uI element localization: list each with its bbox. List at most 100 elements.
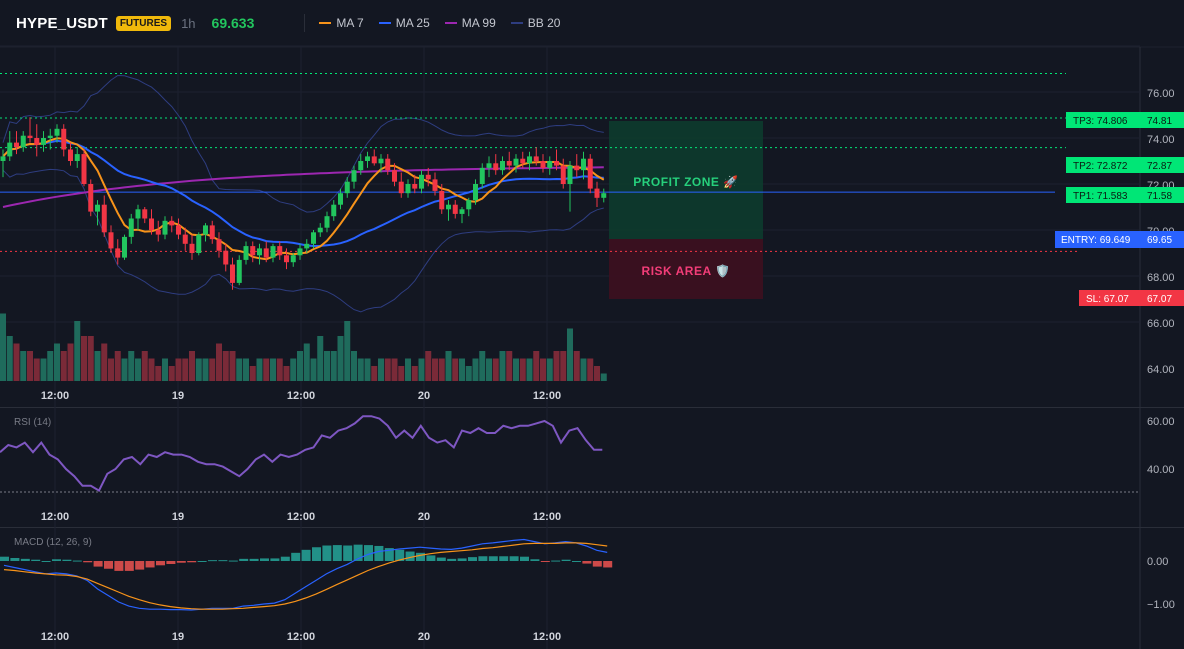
macd-histogram-bar xyxy=(187,561,197,563)
legend-item-ma99[interactable]: MA 99 xyxy=(444,16,496,30)
macd-histogram-bar xyxy=(488,556,498,561)
price-tick: 66.00 xyxy=(1147,318,1175,330)
candle-body xyxy=(176,225,181,235)
volume-bar xyxy=(580,358,587,381)
macd-histogram-bar xyxy=(551,560,561,562)
volume-bar xyxy=(587,358,594,381)
candle-body xyxy=(257,248,262,256)
volume-bar xyxy=(479,351,486,381)
macd-histogram-bar xyxy=(83,561,93,563)
candle-body xyxy=(203,225,208,235)
candle-body xyxy=(284,255,289,263)
volume-bar xyxy=(6,336,13,381)
timeframe[interactable]: 1h xyxy=(181,15,196,31)
volume-bar xyxy=(600,373,607,381)
candle-body xyxy=(554,161,559,166)
macd-histogram-bar xyxy=(520,556,529,561)
volume-bar xyxy=(506,351,513,381)
candle-body xyxy=(142,209,148,219)
volume-bar xyxy=(391,358,398,381)
volume-bar xyxy=(405,358,411,381)
macd-histogram-bar xyxy=(249,558,259,561)
legend-item-bb20[interactable]: BB 20 xyxy=(510,16,560,30)
candle-body xyxy=(27,135,33,138)
time-label: 12:00 xyxy=(533,511,561,523)
sl-tag-label: SL: 67.07 xyxy=(1086,294,1129,305)
candle-body xyxy=(182,234,188,244)
candle-body xyxy=(162,220,168,235)
macd-histogram-bar xyxy=(603,561,613,568)
candle-body xyxy=(236,259,242,283)
volume-bar xyxy=(175,358,182,381)
candle-body xyxy=(304,243,310,249)
candle-body xyxy=(95,204,100,212)
candle-body xyxy=(432,179,438,191)
candle-body xyxy=(405,184,411,194)
macd-histogram-bar xyxy=(0,556,9,561)
profit-zone-label: PROFIT ZONE 🚀 xyxy=(633,175,738,189)
macd-tick: 0.00 xyxy=(1147,556,1168,568)
candle-body xyxy=(493,163,499,171)
volume-bar xyxy=(418,358,425,381)
legend-item-ma7[interactable]: MA 7 xyxy=(319,16,364,30)
ma7-line xyxy=(2,137,605,261)
macd-histogram-bar xyxy=(62,559,72,561)
macd-histogram-bar xyxy=(166,561,176,565)
volume-bar xyxy=(40,358,47,381)
time-axis-main: 12:00 19 12:00 20 12:00 xyxy=(41,390,561,402)
candle-body xyxy=(20,135,26,148)
candle-body xyxy=(344,181,350,194)
macd-histogram-bar xyxy=(353,544,363,561)
volume-bar xyxy=(276,358,283,381)
sl-axis-value: 67.07 xyxy=(1147,294,1172,305)
header-divider xyxy=(304,14,306,32)
volume-bar xyxy=(47,351,54,381)
candle-body xyxy=(459,209,465,214)
time-label: 12:00 xyxy=(533,631,561,643)
volume-bar xyxy=(128,351,135,381)
candle-body xyxy=(439,190,445,210)
price-tick: 76.00 xyxy=(1147,88,1175,100)
symbol-name[interactable]: HYPE_USDT xyxy=(16,14,108,32)
volume-bar xyxy=(378,358,384,381)
volume-bar xyxy=(189,351,195,381)
macd-histogram-bar xyxy=(395,549,405,561)
candle-body xyxy=(311,232,316,244)
candle-body xyxy=(81,154,87,184)
volume-bar xyxy=(303,343,310,381)
volume-bar xyxy=(344,321,351,381)
volume-bar xyxy=(33,358,40,381)
macd-histogram-bar xyxy=(93,561,103,567)
bb-upper-band xyxy=(2,74,604,213)
candle-body xyxy=(223,250,229,265)
legend-label: MA 25 xyxy=(395,16,430,30)
macd-histogram-bar xyxy=(31,559,41,561)
macd-histogram-bar xyxy=(72,560,82,562)
volume-bar xyxy=(155,366,162,381)
candle-body xyxy=(392,170,397,182)
time-label: 12:00 xyxy=(41,390,69,402)
candle-body xyxy=(68,149,73,161)
time-label: 20 xyxy=(418,631,430,643)
candle-body xyxy=(54,128,60,136)
candle-body xyxy=(122,236,127,258)
candle-body xyxy=(520,158,526,164)
macd-indicator xyxy=(0,538,613,611)
volume-bar xyxy=(445,351,452,381)
candle-body xyxy=(189,243,195,253)
volume-bar xyxy=(229,351,236,381)
macd-line xyxy=(3,538,608,611)
time-label: 12:00 xyxy=(287,631,315,643)
volume-bar xyxy=(121,358,128,381)
candle-body xyxy=(277,246,283,256)
macd-histogram-bar xyxy=(228,560,238,562)
volume-bar xyxy=(411,366,418,381)
volume-bar xyxy=(438,358,445,381)
candle-body xyxy=(567,165,573,184)
volume-bar xyxy=(384,358,391,381)
candle-body xyxy=(135,209,141,219)
volume-bar xyxy=(310,358,317,381)
candle-body xyxy=(128,218,134,237)
legend-item-ma25[interactable]: MA 25 xyxy=(378,16,430,30)
